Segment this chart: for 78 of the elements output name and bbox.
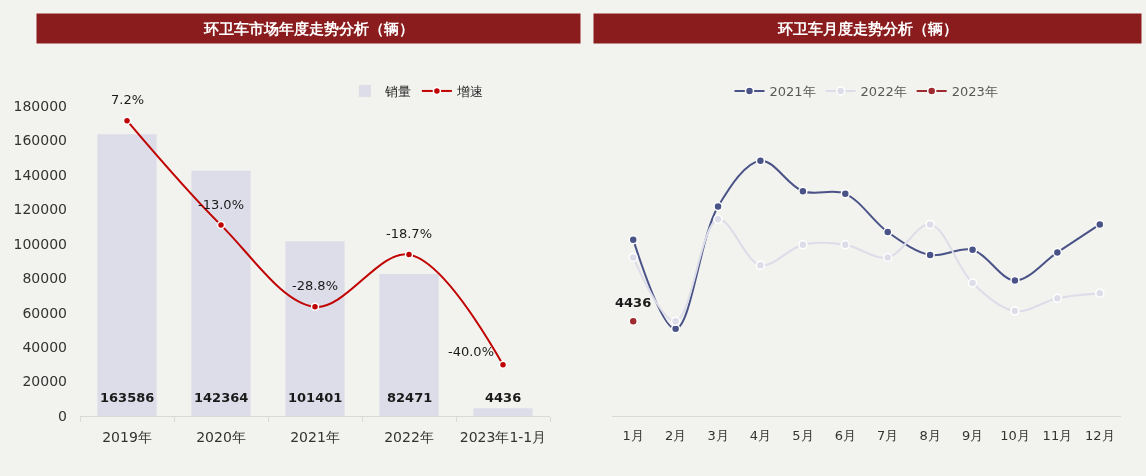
legend-label: 2021年 xyxy=(769,84,816,100)
point xyxy=(713,214,723,225)
legend-label: 销量 xyxy=(383,84,411,100)
x-tick-label: 2019年 xyxy=(102,428,152,445)
x-tick-label: 2022年 xyxy=(384,428,434,445)
x-tick-label: 12月 xyxy=(1085,428,1115,444)
point xyxy=(840,240,851,250)
point xyxy=(755,155,766,166)
data-label: 4436 xyxy=(485,390,522,405)
x-tick-label: 6月 xyxy=(834,428,856,444)
point xyxy=(628,252,638,263)
point xyxy=(1010,306,1020,316)
annotation: 4436 xyxy=(615,295,652,310)
x-tick-label: 2023年1-1月 xyxy=(459,428,547,445)
point xyxy=(310,302,320,312)
x-tick-label: 7月 xyxy=(877,428,899,444)
x-tick-label: 2月 xyxy=(664,428,687,444)
point xyxy=(1052,293,1063,304)
chart-title: 环卫车市场年度走势分析（辆） xyxy=(203,19,414,38)
y-tick-label: 160000 xyxy=(13,132,67,149)
point xyxy=(670,316,681,326)
data-label: -40.0% xyxy=(448,344,494,359)
y-tick-label: 20000 xyxy=(22,373,67,390)
x-tick-label: 10月 xyxy=(1000,428,1030,444)
point xyxy=(122,116,132,125)
point xyxy=(713,201,723,212)
point xyxy=(755,260,766,270)
x-tick-label: 4月 xyxy=(749,428,772,444)
point xyxy=(798,186,808,196)
x-tick-label: 2020年 xyxy=(196,428,246,445)
bar xyxy=(285,241,345,416)
data-label: -18.7% xyxy=(386,226,432,241)
bar xyxy=(379,273,439,416)
y-tick-label: 0 xyxy=(58,407,67,424)
x-tick-label: 2021年 xyxy=(290,428,340,445)
bar xyxy=(191,170,251,416)
point xyxy=(628,316,638,326)
data-label: 163586 xyxy=(100,390,155,405)
point xyxy=(967,278,978,288)
legend-label: 2023年 xyxy=(951,84,998,100)
legend-label: 2022年 xyxy=(860,84,907,100)
point xyxy=(1010,275,1020,286)
y-tick-label: 80000 xyxy=(22,270,67,287)
y-tick-label: 180000 xyxy=(13,97,67,114)
bar xyxy=(473,408,533,416)
x-tick-label: 9月 xyxy=(961,428,984,444)
point xyxy=(882,252,893,263)
y-tick-label: 100000 xyxy=(13,235,67,252)
x-tick-label: 5月 xyxy=(792,428,814,444)
y-tick-label: 40000 xyxy=(22,339,67,356)
point xyxy=(925,219,935,230)
data-label: 142364 xyxy=(194,390,249,405)
point xyxy=(882,227,893,237)
chart-title: 环卫车月度走势分析（辆） xyxy=(777,19,958,38)
data-label: 7.2% xyxy=(111,92,145,107)
x-tick-label: 8月 xyxy=(919,428,941,444)
point xyxy=(967,245,978,255)
point xyxy=(1095,288,1105,298)
y-tick-label: 140000 xyxy=(13,166,67,183)
y-tick-label: 120000 xyxy=(13,201,67,218)
legend-label: 增速 xyxy=(455,84,483,100)
point xyxy=(925,250,935,260)
point xyxy=(216,220,226,230)
point xyxy=(798,240,808,250)
data-label: 82471 xyxy=(387,390,433,405)
point xyxy=(840,189,851,199)
x-tick-label: 11月 xyxy=(1042,428,1073,444)
y-tick-label: 60000 xyxy=(22,304,67,321)
x-tick-label: 1月 xyxy=(622,428,644,444)
x-tick-label: 3月 xyxy=(707,428,729,444)
point xyxy=(1095,219,1105,230)
bar xyxy=(97,134,157,416)
point xyxy=(628,234,638,245)
point xyxy=(1052,247,1063,258)
point xyxy=(498,360,508,369)
point xyxy=(404,250,414,259)
data-label: -28.8% xyxy=(292,278,338,293)
data-label: 101401 xyxy=(288,390,343,405)
